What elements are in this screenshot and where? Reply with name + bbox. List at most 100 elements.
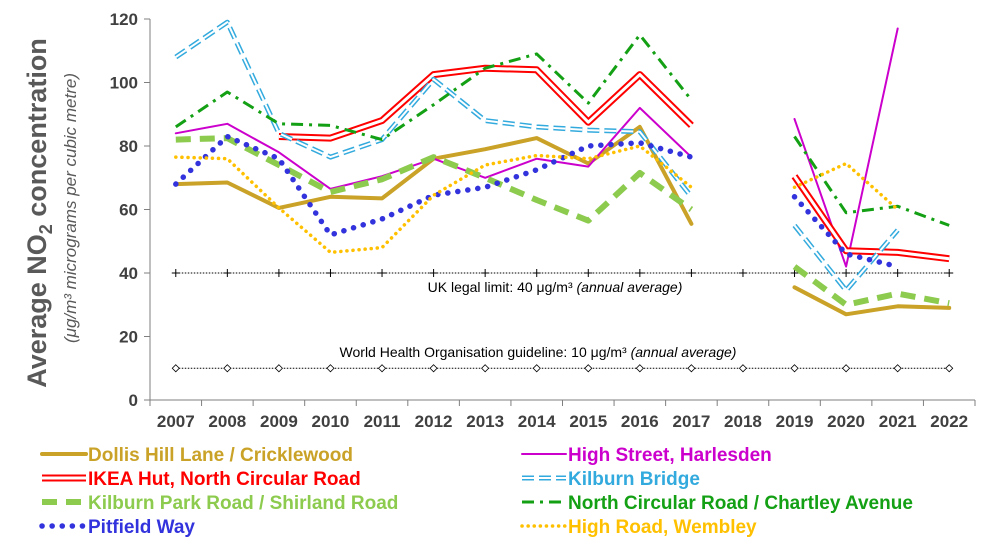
series-lines bbox=[173, 19, 952, 317]
series-line bbox=[278, 64, 950, 263]
series-line bbox=[175, 135, 950, 308]
x-tick-label: 2021 bbox=[879, 412, 917, 431]
reference-lines bbox=[171, 269, 954, 373]
series-line bbox=[174, 144, 900, 255]
reference-marker bbox=[429, 364, 438, 373]
y-tick-label: 80 bbox=[119, 137, 138, 156]
uk-limit-annotation: UK legal limit: 40 μg/m³ (annual average… bbox=[428, 279, 683, 295]
y-tick-label: 20 bbox=[119, 328, 138, 347]
legend-item: Kilburn Bridge bbox=[522, 469, 700, 490]
series-path bbox=[793, 175, 950, 261]
reference-marker bbox=[481, 269, 490, 277]
x-tick-label: 2020 bbox=[827, 412, 865, 431]
x-tick-label: 2007 bbox=[157, 412, 195, 431]
reference-marker bbox=[223, 364, 232, 373]
x-tick-label: 2012 bbox=[415, 412, 453, 431]
x-tick-marks: 2007 2008 2009 2010 2011 2012 2013 2014 2015 2016… bbox=[149, 400, 976, 431]
reference-marker bbox=[584, 269, 593, 277]
who-guideline-annotation: World Health Organisation guideline: 10 … bbox=[340, 344, 737, 360]
series-path bbox=[278, 66, 693, 140]
reference-marker bbox=[481, 364, 490, 373]
reference-marker bbox=[377, 364, 387, 373]
reference-marker bbox=[171, 269, 180, 277]
series-path bbox=[793, 27, 899, 268]
reference-marker bbox=[532, 269, 541, 277]
reference-marker bbox=[687, 364, 696, 373]
x-tick-label: 2022 bbox=[930, 412, 968, 431]
legend-label: IKEA Hut, North Circular Road bbox=[88, 469, 361, 490]
x-tick-label: 2019 bbox=[776, 412, 814, 431]
legend-item: IKEA Hut, North Circular Road bbox=[42, 469, 361, 490]
y-tick-label: 0 bbox=[129, 391, 138, 410]
reference-marker bbox=[274, 269, 283, 277]
reference-marker bbox=[945, 269, 954, 277]
reference-marker bbox=[429, 269, 438, 277]
legend-item: Dollis Hill Lane / Cricklewood bbox=[40, 445, 353, 466]
reference-marker bbox=[687, 269, 696, 277]
legend-label: Pitfield Way bbox=[88, 517, 195, 538]
series-path bbox=[174, 33, 693, 142]
series-path bbox=[174, 19, 694, 199]
y-axis-units-label: (μg/m³ micrograms per cubic metre) bbox=[61, 73, 80, 343]
x-tick-label: 2015 bbox=[569, 412, 607, 431]
x-tick-label: 2011 bbox=[364, 412, 401, 431]
reference-marker bbox=[790, 364, 799, 373]
series-line bbox=[174, 19, 900, 293]
series-path bbox=[792, 285, 952, 317]
reference-marker bbox=[532, 364, 541, 373]
series-line bbox=[173, 133, 901, 270]
series-path bbox=[792, 161, 900, 212]
reference-marker bbox=[171, 364, 180, 373]
legend-item: High Road, Wembley bbox=[520, 517, 757, 538]
reference-marker bbox=[223, 269, 232, 277]
y-tick-label: 120 bbox=[110, 10, 138, 29]
legend-label: North Circular Road / Chartley Avenue bbox=[568, 493, 913, 514]
x-tick-label: 2014 bbox=[518, 412, 556, 431]
x-tick-label: 2009 bbox=[260, 412, 298, 431]
x-tick-label: 2010 bbox=[312, 412, 350, 431]
legend-item: North Circular Road / Chartley Avenue bbox=[522, 493, 913, 514]
reference-marker bbox=[738, 364, 748, 373]
series-path bbox=[175, 135, 694, 224]
series-line bbox=[174, 27, 899, 268]
legend-label: High Street, Harlesden bbox=[568, 445, 772, 466]
y-tick-label: 60 bbox=[119, 201, 138, 220]
reference-marker bbox=[842, 364, 851, 373]
series-path bbox=[792, 264, 950, 308]
y-tick-marks: 0 20 40 60 80 100 120 bbox=[110, 10, 150, 410]
reference-marker bbox=[378, 269, 387, 277]
reference-marker bbox=[635, 269, 644, 277]
y-tick-label: 100 bbox=[110, 74, 138, 93]
legend-label: Dollis Hill Lane / Cricklewood bbox=[88, 445, 353, 466]
series-path bbox=[173, 124, 694, 226]
series-path bbox=[791, 174, 950, 263]
series-path bbox=[791, 194, 901, 270]
y-axis-label: Average NO2 concentration bbox=[22, 38, 56, 388]
reference-marker bbox=[893, 364, 902, 373]
y-tick-label: 40 bbox=[119, 264, 138, 283]
x-tick-label: 2013 bbox=[466, 412, 504, 431]
reference-marker bbox=[584, 364, 593, 373]
axes: 2007 2008 2009 2010 2011 2012 2013 2014 2015 2016… bbox=[110, 10, 976, 431]
series-line bbox=[174, 33, 950, 227]
reference-marker bbox=[945, 364, 954, 373]
legend-item: High Street, Harlesden bbox=[521, 445, 772, 466]
legend-item: Pitfield Way bbox=[39, 517, 195, 538]
x-tick-label: 2016 bbox=[621, 412, 659, 431]
series-path bbox=[792, 223, 900, 293]
x-tick-label: 2017 bbox=[672, 412, 710, 431]
series-path bbox=[175, 21, 693, 198]
reference-marker bbox=[738, 269, 747, 277]
reference-marker bbox=[326, 269, 335, 277]
reference-marker bbox=[326, 364, 335, 373]
x-tick-label: 2018 bbox=[724, 412, 762, 431]
series-path bbox=[174, 144, 694, 255]
reference-marker bbox=[274, 364, 283, 373]
series-path bbox=[793, 135, 950, 227]
legend-label: High Road, Wembley bbox=[568, 517, 757, 538]
reference-marker bbox=[635, 364, 644, 373]
legend-label: Kilburn Bridge bbox=[568, 469, 700, 490]
series-path bbox=[278, 64, 694, 142]
reference-marker bbox=[842, 269, 851, 277]
